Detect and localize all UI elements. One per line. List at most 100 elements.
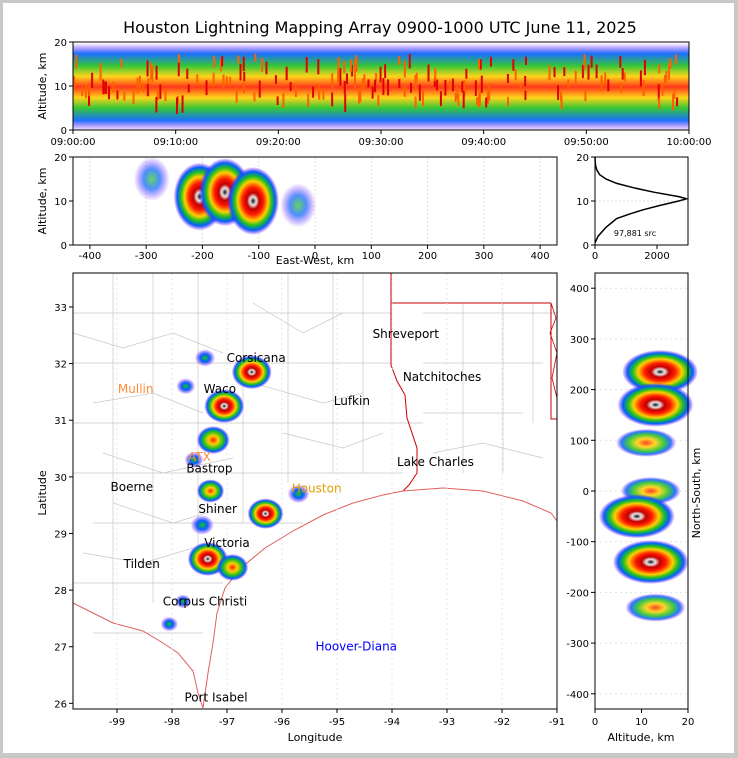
altitude-eastwest-xtick-label: -200 [191, 251, 214, 262]
altitude-time-streak [339, 68, 342, 86]
altitude-time-streak [354, 59, 357, 74]
northsouth-yticks: -400 -300 -200 -100 0 100 200 300 400 [566, 284, 595, 701]
altitude-time-streak [643, 59, 646, 76]
city-label: Lake Charles [397, 455, 474, 469]
altitude-time-streak [312, 86, 315, 98]
altitude-time-streak [463, 80, 466, 97]
plan-view-xlabel: Longitude [288, 731, 343, 744]
plan-view-xtick-label: -92 [494, 717, 510, 728]
altitude-time-streak [177, 54, 180, 67]
plan-view-xtick-label: -99 [109, 717, 125, 728]
altitude-time-streak [235, 87, 238, 103]
northsouth-cluster [625, 593, 686, 622]
altitude-time-band [73, 43, 689, 131]
altitude-time-streak [222, 74, 225, 89]
histogram-xticks: 0 2000 [592, 245, 670, 262]
altitude-time-streak [282, 92, 285, 108]
altitude-time-streak [448, 80, 451, 90]
altitude-time-streak [88, 90, 91, 106]
altitude-time-streak [186, 68, 189, 79]
altitude-time-streak [343, 81, 346, 95]
plan-view-cluster [231, 355, 272, 390]
altitude-time-yticks: 0 10 20 [54, 38, 73, 137]
altitude-time-streak [164, 90, 167, 101]
city-label: Shiner [198, 502, 237, 516]
altitude-time-streak [548, 65, 551, 81]
plan-view-ytick-label: 26 [54, 699, 67, 710]
altitude-time-streak [379, 66, 382, 83]
histogram-yticks: 0 10 20 [576, 153, 595, 252]
altitude-time-streak [456, 86, 459, 99]
histogram-ytick-label: 0 [583, 241, 589, 252]
city-label: Port Isabel [184, 691, 247, 705]
plan-view-xtick-label: -91 [549, 717, 565, 728]
northsouth-ytick-label: -400 [566, 690, 589, 701]
plan-view-ytick-label: 28 [54, 586, 67, 597]
altitude-time-streak [604, 72, 607, 84]
altitude-time-streak [486, 90, 489, 105]
altitude-time-streak [159, 84, 162, 99]
altitude-eastwest-xlabel: East-West, km [276, 254, 354, 267]
histogram-ytick-label: 20 [576, 153, 589, 164]
altitude-time-streak [177, 62, 180, 77]
altitude-eastwest-xtick-label: 300 [474, 251, 493, 262]
altitude-time-streak [519, 83, 522, 92]
altitude-time-streak [102, 79, 105, 95]
altitude-time-streak [665, 70, 668, 83]
altitude-time-streak [583, 54, 586, 70]
plan-view-xtick-label: -97 [219, 717, 235, 728]
altitude-time-streak [371, 86, 374, 99]
altitude-time-streak [276, 96, 279, 105]
altitude-time-streak [559, 91, 562, 102]
northsouth-ytick-label: 100 [570, 436, 589, 447]
city-label: Bastrop [186, 461, 232, 475]
altitude-eastwest-clusters [133, 157, 317, 235]
altitude-time-streak [358, 90, 361, 104]
altitude-time-streak [514, 69, 517, 81]
altitude-time-streak [317, 59, 320, 75]
plan-view-cluster [184, 451, 204, 468]
altitude-time-streak [639, 70, 642, 87]
altitude-eastwest-cluster [280, 183, 317, 228]
altitude-time-streak [344, 94, 347, 113]
figure-frame: Houston Lightning Mapping Array 0900-100… [3, 3, 734, 753]
state-border-tx-la [371, 272, 557, 492]
altitude-time-streak [261, 57, 264, 72]
altitude-time-streak [307, 93, 310, 107]
altitude-time-streak [620, 82, 623, 93]
plan-view-xtick-label: -94 [384, 717, 400, 728]
altitude-time-streak [142, 83, 145, 93]
city-label: Corpus Christi [163, 594, 248, 608]
altitude-time-streak [642, 79, 645, 97]
altitude-time-streak [676, 97, 679, 107]
altitude-eastwest-xtick-label: -100 [247, 251, 270, 262]
city-label: Lufkin [334, 394, 370, 408]
altitude-time-streak [451, 78, 454, 92]
city-label: Tilden [123, 557, 160, 571]
altitude-time-ytick-label: 20 [54, 38, 67, 49]
altitude-time-streak [444, 79, 447, 96]
altitude-time-streak [480, 75, 483, 93]
altitude-time-ylabel: Altitude, km [36, 52, 49, 119]
panel-altitude-eastwest: -400 -300 -200 -100 0 100 200 300 400 0 10 20 East… [36, 153, 558, 267]
altitude-time-streak [132, 88, 135, 105]
coastline-louisiana [549, 302, 558, 399]
altitude-time-xtick-label: 10:00:00 [667, 137, 712, 148]
altitude-time-streak [229, 76, 232, 86]
altitude-time-streak [151, 65, 154, 83]
altitude-time-streak [408, 54, 411, 69]
altitude-time-xticks: 09:00:00 09:10:00 09:20:00 09:30:00 09:40:00… [51, 130, 712, 148]
altitude-time-streak [91, 72, 94, 88]
altitude-time-ytick-label: 0 [61, 126, 67, 137]
altitude-time-streak [382, 78, 385, 95]
altitude-time-streak [322, 87, 325, 100]
plan-view-yticks: 26 27 28 29 30 31 32 33 [54, 303, 73, 710]
plan-view-cities: Shreveport Corsicana Natchitoches Mullin Wac… [111, 327, 482, 705]
plan-view-ytick-label: 31 [54, 416, 67, 427]
altitude-time-streak [619, 55, 622, 68]
altitude-time-streak [120, 58, 123, 68]
panel-altitude-histogram: 0 2000 0 10 20 97,881 src [576, 153, 690, 262]
altitude-time-streak [387, 79, 390, 96]
plan-view-xtick-label: -95 [329, 717, 345, 728]
altitude-eastwest-xtick-label: -400 [79, 251, 102, 262]
